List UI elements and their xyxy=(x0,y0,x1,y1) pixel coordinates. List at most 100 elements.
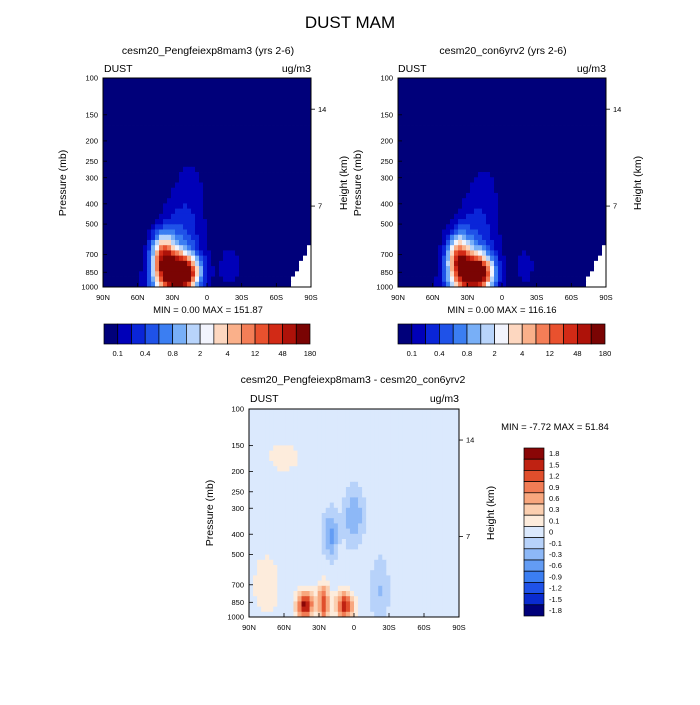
heatmap-cell xyxy=(303,167,307,173)
heatmap-cells xyxy=(398,78,606,287)
heatmap-cell xyxy=(147,177,151,183)
heatmap-cell xyxy=(279,245,283,251)
heatmap-cell xyxy=(223,188,227,194)
heatmap-cell xyxy=(175,240,179,246)
heatmap-cell xyxy=(570,219,574,225)
heatmap-cell xyxy=(358,409,362,415)
heatmap-cell xyxy=(439,414,443,420)
heatmap-cell xyxy=(115,214,119,220)
heatmap-cell xyxy=(299,99,303,105)
heatmap-cell xyxy=(211,203,215,209)
heatmap-cell xyxy=(354,409,358,415)
heatmap-cell xyxy=(127,245,131,251)
heatmap-cell xyxy=(443,440,447,446)
heatmap-cell xyxy=(430,183,434,189)
heatmap-cell xyxy=(566,172,570,178)
heatmap-cell xyxy=(183,120,187,126)
heatmap-cell xyxy=(310,430,314,436)
heatmap-cell xyxy=(139,167,143,173)
heatmap-cell xyxy=(147,83,151,89)
heatmap-cell xyxy=(494,115,498,121)
heatmap-cell xyxy=(554,271,558,277)
heatmap-cell xyxy=(470,151,474,157)
heatmap-cell xyxy=(283,151,287,157)
heatmap-cell xyxy=(406,120,410,126)
heatmap-cell xyxy=(578,266,582,272)
heatmap-cell xyxy=(123,162,127,168)
heatmap-cell xyxy=(430,219,434,225)
heatmap-cell xyxy=(526,99,530,105)
heatmap-cell xyxy=(410,261,414,267)
heatmap-cell xyxy=(283,162,287,168)
heatmap-cell xyxy=(219,83,223,89)
heatmap-cell xyxy=(291,125,295,131)
heatmap-cell xyxy=(410,183,414,189)
heatmap-cell xyxy=(271,224,275,230)
heatmap-cell xyxy=(538,88,542,94)
heatmap-cell xyxy=(115,219,119,225)
heatmap-cell xyxy=(163,125,167,131)
heatmap-cell xyxy=(239,135,243,141)
heatmap-cell xyxy=(434,172,438,178)
heatmap-cell xyxy=(195,256,199,262)
heatmap-cell xyxy=(522,88,526,94)
heatmap-cell xyxy=(115,256,119,262)
heatmap-cell xyxy=(578,271,582,277)
heatmap-cell xyxy=(502,141,506,147)
heatmap-cell xyxy=(566,120,570,126)
heatmap-cell xyxy=(578,230,582,236)
heatmap-cell xyxy=(127,188,131,194)
heatmap-cell xyxy=(179,224,183,230)
heatmap-cell xyxy=(326,409,330,415)
heatmap-cell xyxy=(163,94,167,100)
heatmap-cell xyxy=(423,466,427,472)
heatmap-cell xyxy=(151,156,155,162)
heatmap-cell xyxy=(450,94,454,100)
heatmap-cell xyxy=(191,271,195,277)
heatmap-cell xyxy=(398,78,402,84)
heatmap-cell xyxy=(402,172,406,178)
heatmap-cell xyxy=(474,250,478,256)
heatmap-cell xyxy=(183,172,187,178)
heatmap-cell xyxy=(562,135,566,141)
heatmap-cell xyxy=(299,271,303,277)
heatmap-cell xyxy=(486,230,490,236)
heatmap-cell xyxy=(570,235,574,241)
heatmap-cell xyxy=(418,266,422,272)
heatmap-cell xyxy=(470,115,474,121)
heatmap-cell xyxy=(179,125,183,131)
heatmap-cell xyxy=(167,135,171,141)
heatmap-cell xyxy=(127,172,131,178)
heatmap-cell xyxy=(518,99,522,105)
heatmap-cell xyxy=(406,83,410,89)
heatmap-cell xyxy=(434,277,438,283)
heatmap-cell xyxy=(578,94,582,100)
heatmap-cell xyxy=(275,146,279,152)
heatmap-cell xyxy=(598,245,602,251)
heatmap-cell xyxy=(195,130,199,136)
heatmap-cell xyxy=(253,419,257,425)
heatmap-cell xyxy=(454,188,458,194)
heatmap-cell xyxy=(346,471,350,477)
heatmap-cell xyxy=(281,425,285,431)
heatmap-cell xyxy=(534,256,538,262)
heatmap-cell xyxy=(195,224,199,230)
heatmap-cell xyxy=(350,461,354,467)
heatmap-cell xyxy=(346,425,350,431)
heatmap-cell xyxy=(211,188,215,194)
heatmap-cell xyxy=(498,120,502,126)
heatmap-cell xyxy=(446,146,450,152)
heatmap-cell xyxy=(151,177,155,183)
heatmap-cell xyxy=(247,109,251,115)
heatmap-cell xyxy=(279,250,283,256)
heatmap-cell xyxy=(223,183,227,189)
heatmap-cell xyxy=(554,172,558,178)
heatmap-cell xyxy=(490,261,494,267)
heatmap-cell xyxy=(247,198,251,204)
heatmap-cell xyxy=(578,245,582,251)
heatmap-cell xyxy=(167,240,171,246)
heatmap-cell xyxy=(279,120,283,126)
heatmap-cell xyxy=(277,425,281,431)
heatmap-cell xyxy=(139,94,143,100)
heatmap-cell xyxy=(478,188,482,194)
